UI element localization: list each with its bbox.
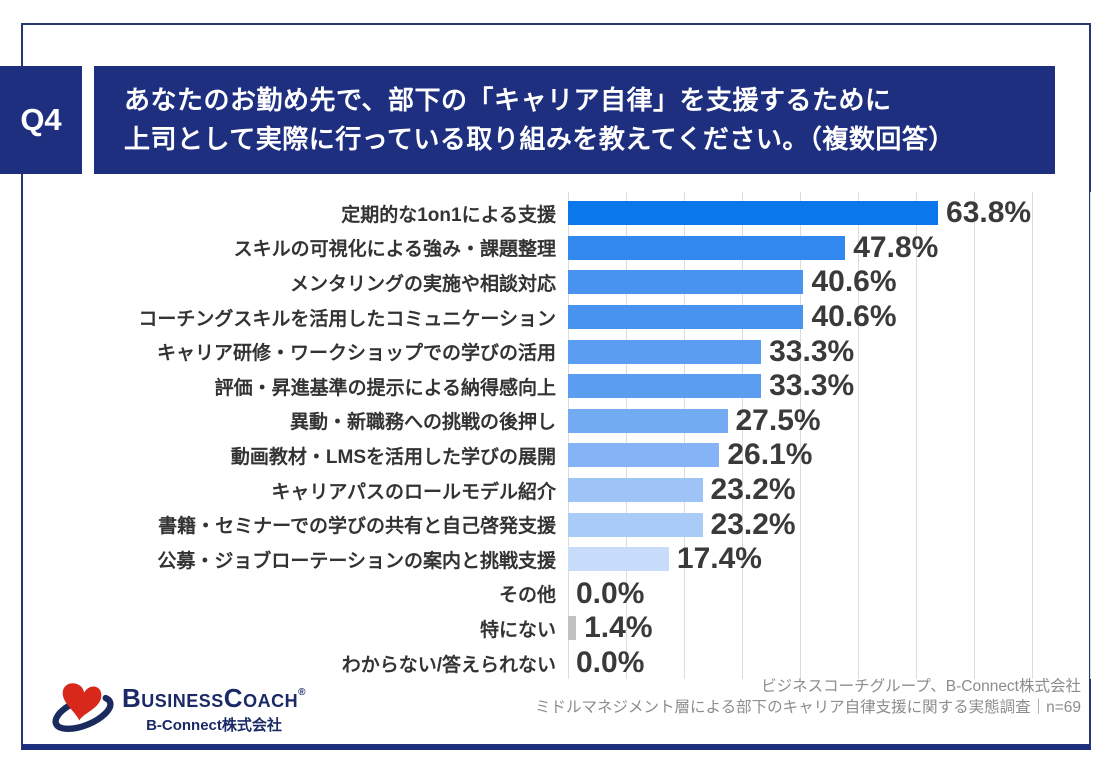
value-label: 47.8% [853,230,939,264]
category-label: 動画教材・LMSを活用した学びの展開 [230,446,556,468]
bar [568,616,577,641]
source-line2: ミドルマネジメント層による部下のキャリア自律支援に関する実態調査｜n=69 [535,699,1081,716]
question-title-banner: あなたのお勤め先で、部下の「キャリア自律」を支援するために 上司として実際に行っ… [94,66,1055,174]
bar [568,270,804,295]
source-line1: ビジネスコーチグループ、B-Connect株式会社 [761,678,1081,695]
chart-row: キャリア研修・ワークショップでの学びの活用 33.3% [0,334,1109,369]
category-label: 公募・ジョブローテーションの案内と挑戦支援 [157,550,556,572]
chart-gridlines [568,192,1092,679]
chart-row: 異動・新職務への挑戦の後押し 27.5% [0,404,1109,439]
gridline [974,192,975,679]
category-label: キャリアパスのロールモデル紹介 [271,481,556,503]
value-label: 40.6% [811,265,897,299]
value-label: 0.0% [576,576,645,610]
category-label: 評価・昇進基準の提示による納得感向上 [214,377,556,399]
brand-name: BusinessCoach® [122,682,306,713]
gridline [626,192,627,679]
gridline [916,192,917,679]
category-label: 定期的な1on1による支援 [341,204,556,226]
registered-trademark: ® [298,686,306,698]
category-label: スキルの可視化による強み・課題整理 [233,239,556,261]
chart-row: メンタリングの実施や相談対応 40.6% [0,265,1109,300]
gridline [742,192,743,679]
value-label: 0.0% [576,646,645,680]
gridline [684,192,685,679]
source-attribution: ビジネスコーチグループ、B-Connect株式会社 ミドルマネジメント層による部… [535,676,1081,718]
logo-text-block: BusinessCoach® B-Connect株式会社 [122,680,306,735]
gridline [858,192,859,679]
bar [568,201,939,226]
chart-row: 公募・ジョブローテーションの案内と挑戦支援 17.4% [0,542,1109,577]
gridline [568,192,569,679]
chart-row: キャリアパスのロールモデル紹介 23.2% [0,473,1109,508]
question-number-label: Q4 [20,102,62,137]
bar [568,408,728,433]
brand-subtitle: B-Connect株式会社 [146,716,282,734]
value-label: 17.4% [676,542,762,576]
chart-row: スキルの可視化による強み・課題整理 47.8% [0,231,1109,266]
question-title-line1: あなたのお勤め先で、部下の「キャリア自律」を支援するために [124,85,892,115]
value-label: 27.5% [735,403,821,437]
category-label: コーチングスキルを活用したコミュニケーション [138,308,556,330]
bar [568,305,804,330]
category-label: 書籍・セミナーでの学びの共有と自己啓発支援 [158,516,556,538]
company-logo: BusinessCoach® B-Connect株式会社 [50,676,306,738]
value-label: 1.4% [584,611,653,645]
chart-row: その他 0.0% [0,577,1109,612]
gridline [1090,192,1091,679]
value-label: 33.3% [769,369,855,403]
bar [568,512,703,537]
gridline [800,192,801,679]
bar [568,547,669,572]
chart-row: 書籍・セミナーでの学びの共有と自己啓発支援 23.2% [0,507,1109,542]
value-label: 33.3% [769,334,855,368]
question-number-badge: Q4 [0,66,82,174]
category-label: その他 [498,585,556,607]
value-label: 63.8% [946,196,1032,230]
businesscoach-logo-icon [52,683,114,732]
bar [568,478,703,503]
category-label: メンタリングの実施や相談対応 [289,273,556,295]
category-label: キャリア研修・ワークショップでの学びの活用 [156,343,556,365]
question-title-line2: 上司として実際に行っている取り組みを教えてください。（複数回答） [124,124,955,154]
value-label: 40.6% [811,300,897,334]
chart-row: 特にない 1.4% [0,611,1109,646]
value-label: 23.2% [710,473,796,507]
bar [568,374,762,399]
category-label: 異動・新職務への挑戦の後押し [289,412,556,434]
chart-row: わからない/答えられない 0.0% [0,646,1109,681]
chart-row: 動画教材・LMSを活用した学びの展開 26.1% [0,438,1109,473]
chart-row: コーチングスキルを活用したコミュニケーション 40.6% [0,300,1109,335]
bar [568,443,720,468]
category-label: 特にない [479,619,556,641]
bar [568,339,762,364]
bar-chart: 定期的な1on1による支援 63.8% スキルの可視化による強み・課題整理 47.8%… [0,196,1109,680]
chart-row: 定期的な1on1による支援 63.8% [0,196,1109,231]
value-label: 23.2% [710,507,796,541]
chart-row: 評価・昇進基準の提示による納得感向上 33.3% [0,369,1109,404]
gridline [1032,192,1033,679]
value-label: 26.1% [727,438,813,472]
category-label: わからない/答えられない [341,654,556,676]
bar [568,235,846,260]
